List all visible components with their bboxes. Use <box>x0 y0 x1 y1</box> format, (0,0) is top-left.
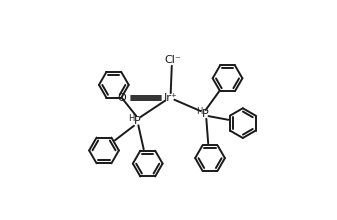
Text: H: H <box>129 114 135 123</box>
Text: Cl⁻: Cl⁻ <box>164 55 181 65</box>
Text: P: P <box>202 109 209 119</box>
Text: P: P <box>134 116 141 126</box>
Text: H: H <box>196 107 203 116</box>
Text: Ir⁺: Ir⁺ <box>164 93 178 103</box>
Text: O: O <box>118 93 126 103</box>
